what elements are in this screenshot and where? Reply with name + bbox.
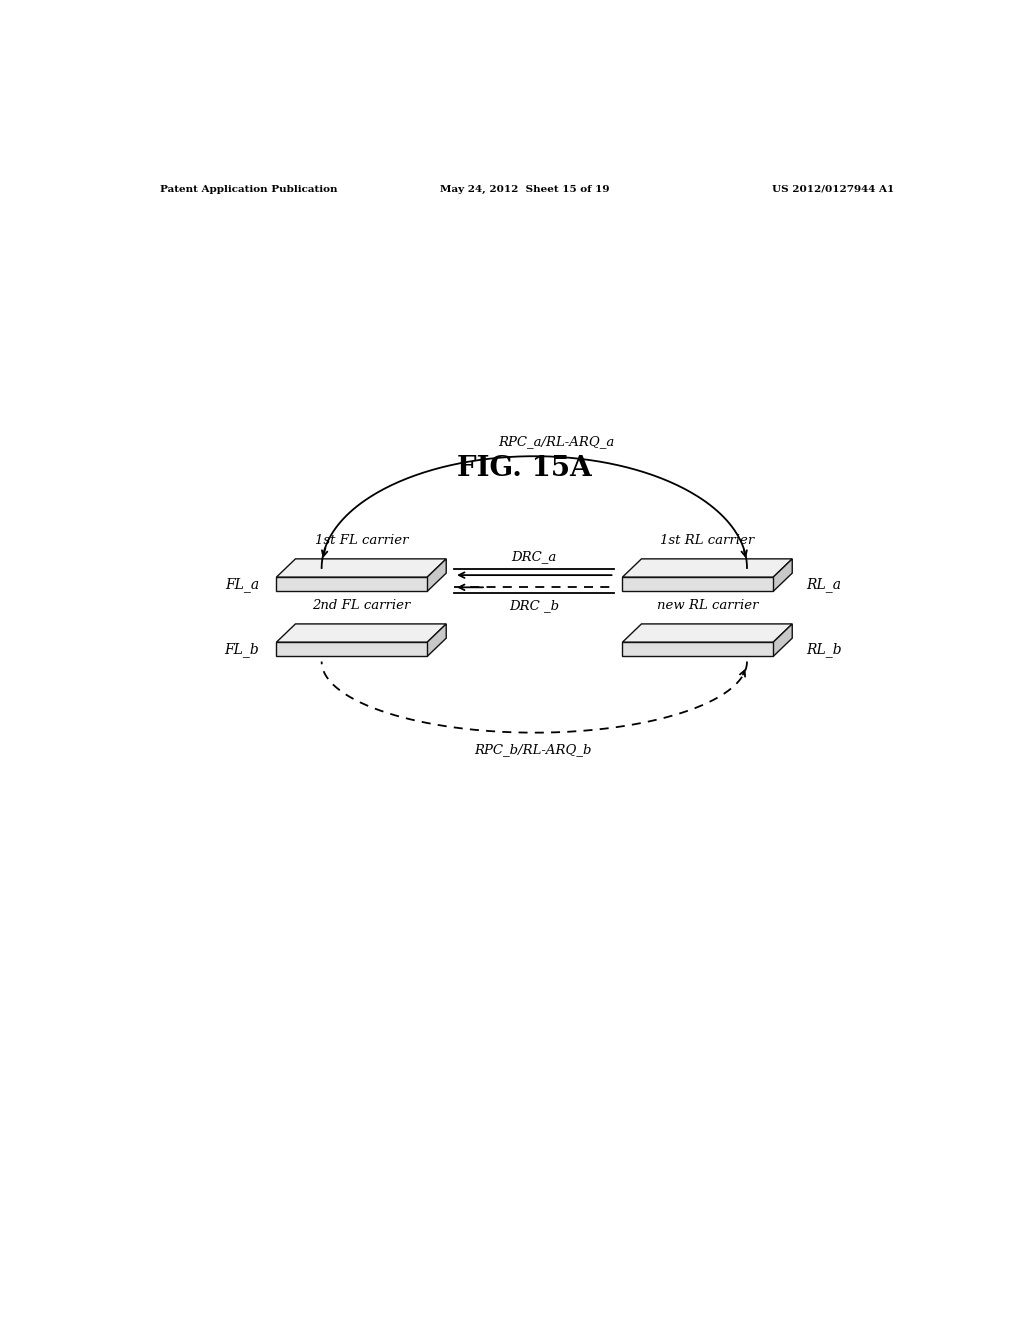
Polygon shape: [276, 643, 427, 656]
Polygon shape: [623, 643, 773, 656]
Text: 1st FL carrier: 1st FL carrier: [314, 533, 409, 546]
Text: FL_b: FL_b: [224, 642, 259, 657]
Text: May 24, 2012  Sheet 15 of 19: May 24, 2012 Sheet 15 of 19: [440, 185, 609, 194]
Polygon shape: [427, 624, 446, 656]
Text: DRC_a: DRC_a: [512, 550, 557, 562]
Polygon shape: [623, 624, 793, 643]
Polygon shape: [276, 577, 427, 591]
Polygon shape: [276, 558, 446, 577]
Text: RL_b: RL_b: [807, 642, 842, 657]
Text: RPC_a/RL-ARQ_a: RPC_a/RL-ARQ_a: [499, 436, 614, 447]
Text: FL_a: FL_a: [225, 577, 259, 591]
Text: 1st RL carrier: 1st RL carrier: [660, 533, 755, 546]
Polygon shape: [623, 577, 773, 591]
Text: FIG. 15A: FIG. 15A: [458, 455, 592, 482]
Polygon shape: [773, 624, 793, 656]
Text: DRC _b: DRC _b: [509, 599, 559, 612]
Polygon shape: [276, 624, 446, 643]
Polygon shape: [623, 558, 793, 577]
Polygon shape: [773, 558, 793, 591]
Text: US 2012/0127944 A1: US 2012/0127944 A1: [771, 185, 894, 194]
Text: Patent Application Publication: Patent Application Publication: [160, 185, 337, 194]
Polygon shape: [427, 558, 446, 591]
Text: RPC_b/RL-ARQ_b: RPC_b/RL-ARQ_b: [474, 743, 592, 756]
Text: new RL carrier: new RL carrier: [656, 599, 758, 611]
Text: 2nd FL carrier: 2nd FL carrier: [312, 599, 411, 611]
Text: RL_a: RL_a: [807, 577, 842, 591]
